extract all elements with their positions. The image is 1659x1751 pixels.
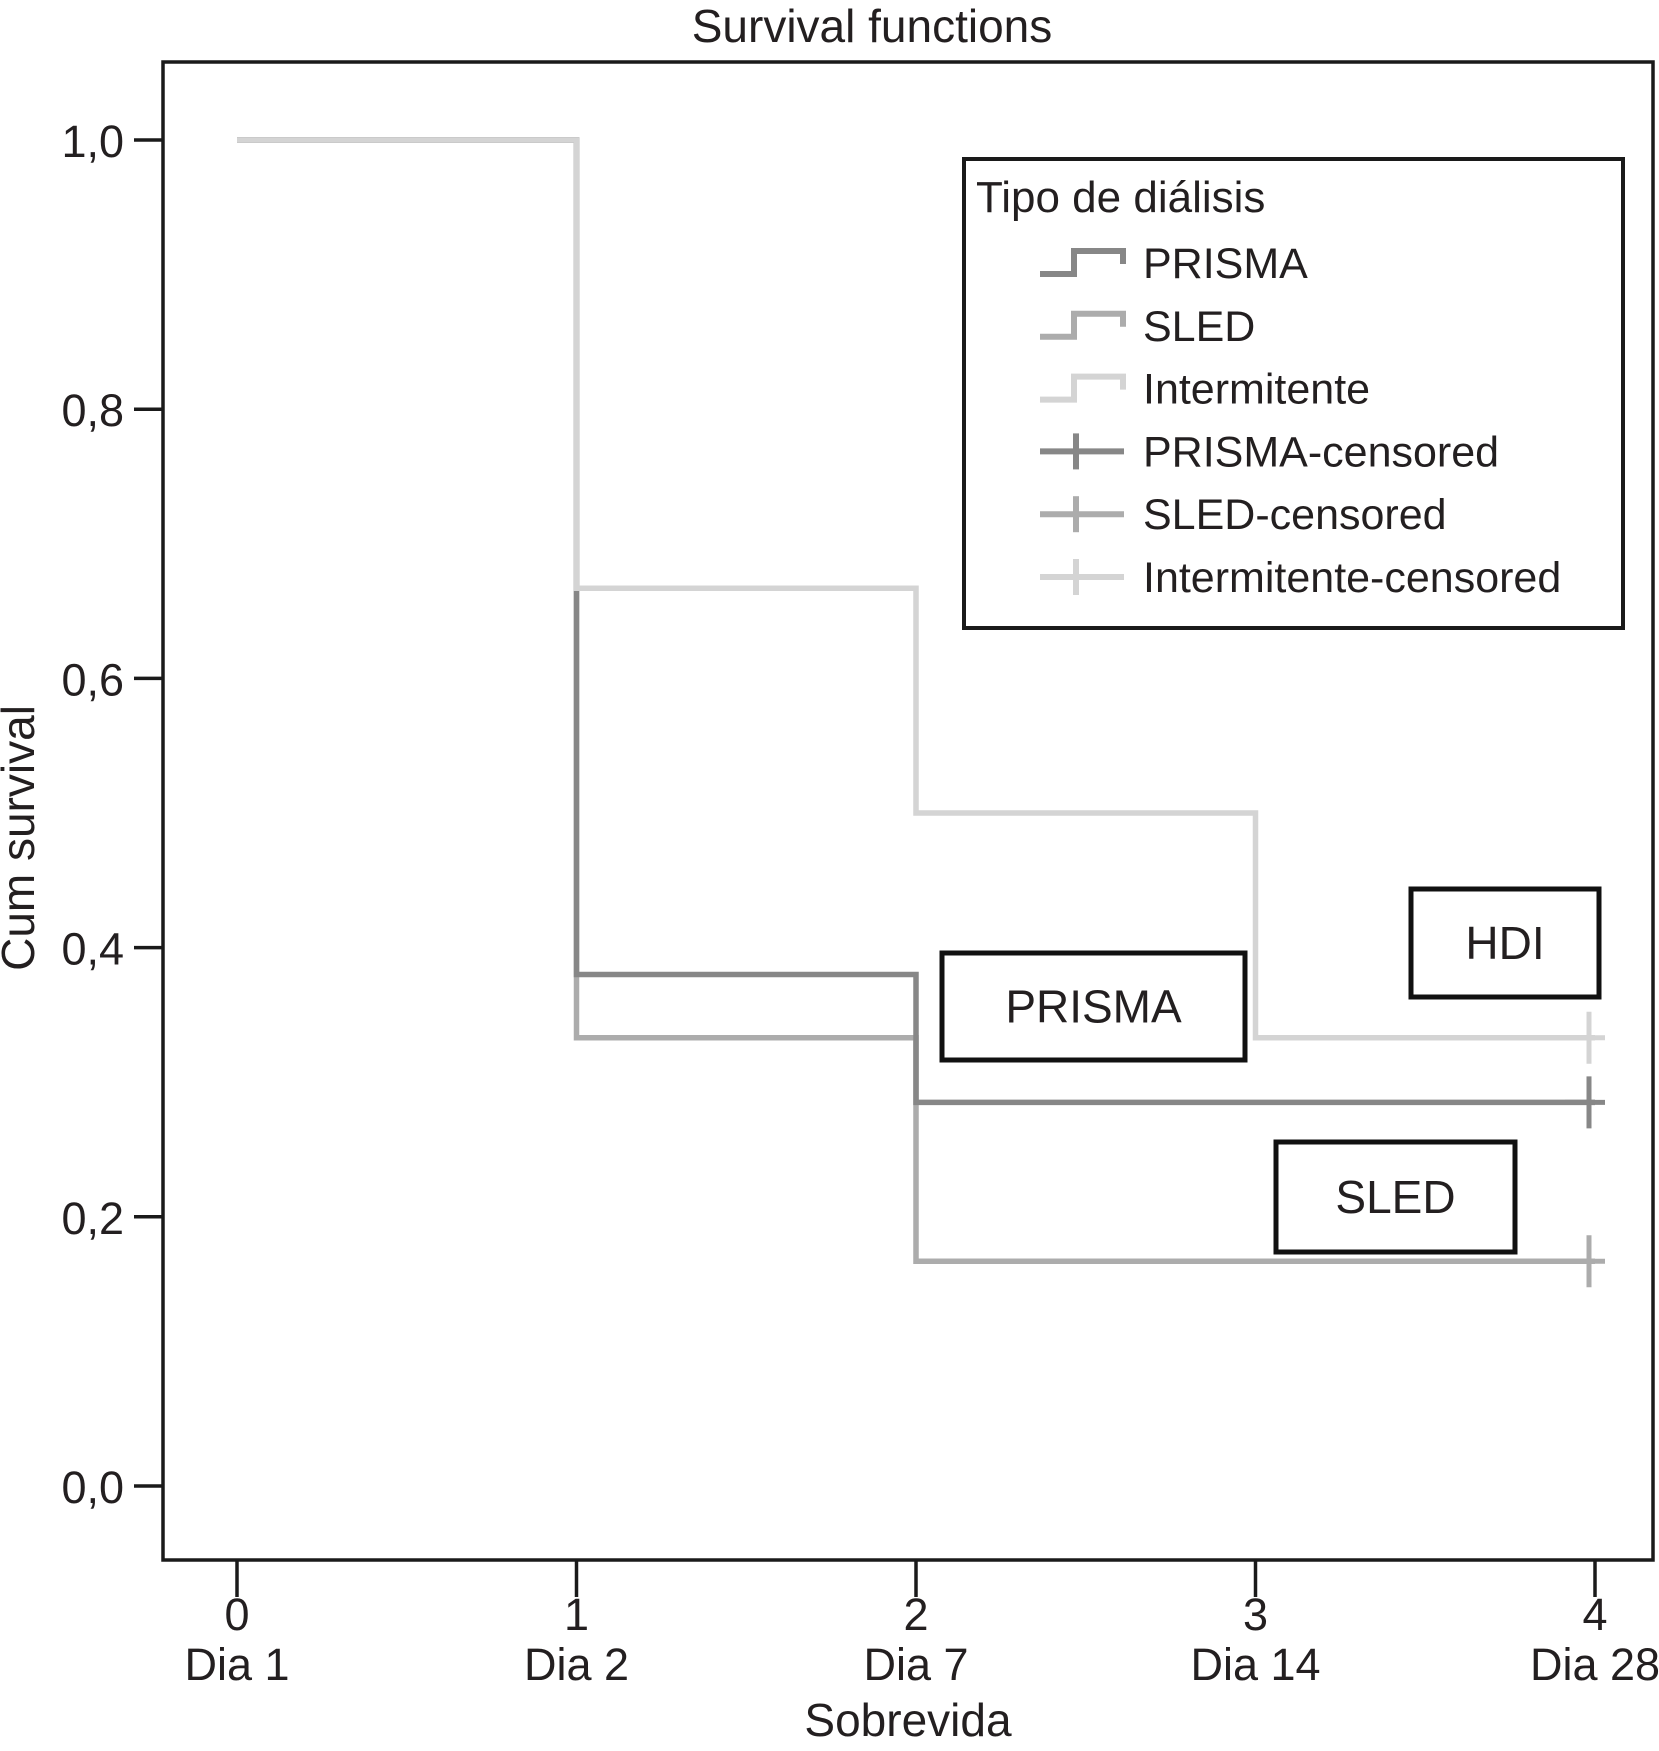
legend-label-sled: SLED <box>1143 303 1255 351</box>
x-tick-sublabel: Dia 2 <box>524 1639 629 1690</box>
annotation-label-sled: SLED <box>1335 1171 1455 1223</box>
y-tick-label: 0,0 <box>61 1462 124 1513</box>
annotation-layer: PRISMA SLED HDI <box>939 886 1602 1255</box>
y-axis-title: Cum survival <box>0 705 44 971</box>
annotation-box-prisma <box>939 950 1248 1063</box>
chart-title: Survival functions <box>692 0 1053 52</box>
x-tick-label: 3 <box>1243 1589 1268 1640</box>
x-tick-label: 0 <box>224 1589 249 1640</box>
y-tick-label: 0,6 <box>61 654 124 705</box>
series-intermitente-line <box>237 137 1595 1041</box>
legend-symbol-step-sled <box>1040 310 1126 340</box>
legend-label-intermitente-censored: Intermitente-censored <box>1143 554 1561 602</box>
censor-marker-layer <box>1565 1011 1605 1288</box>
annotation-box-hdi <box>1408 886 1602 1000</box>
legend-label-sled-censored: SLED-censored <box>1143 491 1447 539</box>
legend-label-prisma: PRISMA <box>1143 240 1308 288</box>
legend-label-prisma-censored: PRISMA-censored <box>1143 428 1499 476</box>
x-tick-label: 1 <box>564 1589 589 1640</box>
annotation-label-prisma: PRISMA <box>1005 981 1182 1033</box>
legend-title: Tipo de diálisis <box>976 173 1265 222</box>
legend-symbol-step-prisma <box>1040 248 1126 277</box>
x-tick-sublabel: Dia 28 <box>1530 1639 1659 1690</box>
x-tick-label: 4 <box>1582 1589 1607 1640</box>
x-axis-title: Sobrevida <box>804 1694 1012 1746</box>
annotation-box-sled <box>1273 1139 1518 1255</box>
legend-label-intermitente: Intermitente <box>1143 366 1370 414</box>
y-tick-label: 1,0 <box>61 116 124 167</box>
plot-border <box>161 60 1655 1562</box>
x-tick-sublabel: Dia 7 <box>863 1639 968 1690</box>
legend-symbol-step-intermitente <box>1040 373 1126 403</box>
annotation-label-hdi: HDI <box>1465 917 1544 969</box>
y-tick-label: 0,2 <box>61 1193 124 1244</box>
x-tick-sublabel: Dia 1 <box>184 1639 289 1690</box>
x-tick-label: 2 <box>903 1589 928 1640</box>
y-tick-label: 0,8 <box>61 385 124 436</box>
legend: Tipo de diálisis PRISMA SLED Intermitente PR… <box>962 157 1625 630</box>
x-tick-sublabel: Dia 14 <box>1190 1639 1320 1690</box>
series-layer <box>237 137 1595 1264</box>
y-tick-label: 0,4 <box>61 924 124 975</box>
